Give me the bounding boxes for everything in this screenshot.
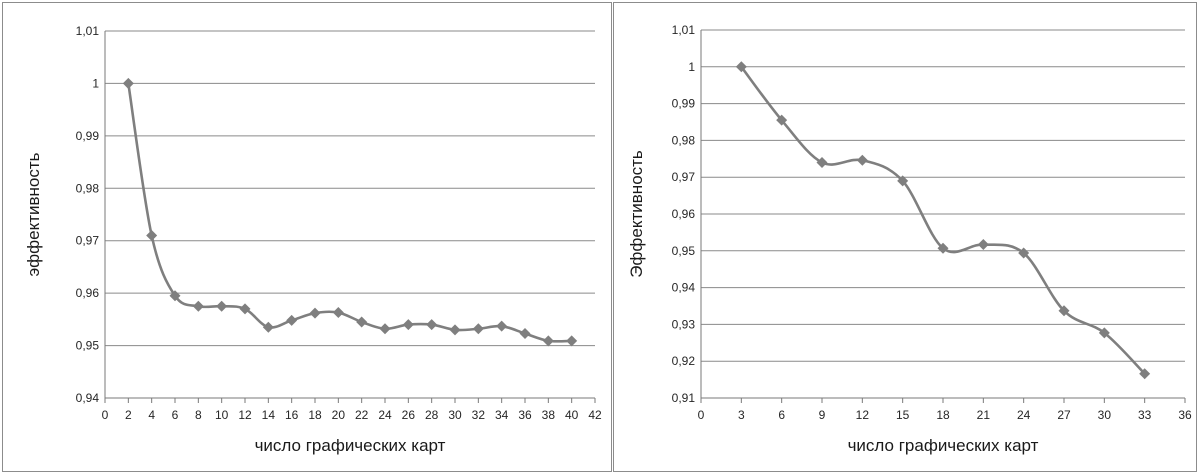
data-point-marker	[332, 307, 344, 319]
y-tick-label: 0,96	[76, 286, 100, 300]
x-tick-label: 36	[1178, 408, 1192, 422]
data-point-marker	[977, 239, 989, 251]
data-point-marker	[937, 242, 949, 254]
data-point-marker	[776, 114, 788, 126]
x-tick-label: 32	[472, 408, 486, 422]
data-point-marker	[449, 324, 461, 336]
y-tick-label: 1	[92, 76, 99, 90]
x-tick-label: 15	[896, 408, 910, 422]
data-point-marker	[542, 335, 554, 347]
x-tick-label: 0	[102, 408, 109, 422]
data-point-marker	[1018, 247, 1030, 259]
data-point-marker	[816, 156, 828, 168]
x-tick-label: 33	[1138, 408, 1152, 422]
data-point-marker	[897, 175, 909, 187]
x-tick-label: 36	[518, 408, 532, 422]
data-point-marker	[472, 323, 484, 335]
x-tick-label: 24	[378, 408, 392, 422]
x-tick-label: 0	[698, 408, 705, 422]
data-point-marker	[496, 320, 508, 332]
x-tick-label: 12	[856, 408, 870, 422]
x-tick-label: 42	[588, 408, 602, 422]
data-point-marker	[519, 328, 531, 340]
chart-panel-right: 0,91 0,92 0,93 0,94 0,95 0,96 0,97 0,98 0,99 1 1,0…	[613, 2, 1197, 472]
x-tick-label: 24	[1017, 408, 1031, 422]
y-tick-label: 0,94	[76, 391, 100, 405]
y-tick-label: 0,92	[672, 354, 696, 368]
data-point-marker	[239, 303, 251, 315]
data-point-marker	[1058, 305, 1070, 317]
y-tick-label: 0,98	[76, 181, 100, 195]
y-tick-label: 0,95	[76, 339, 100, 353]
y-axis-title: эффективность	[24, 152, 43, 276]
data-point-marker	[216, 300, 228, 312]
x-tick-label: 6	[778, 408, 785, 422]
chart-right: 0,91 0,92 0,93 0,94 0,95 0,96 0,97 0,98 0,99 1 1,0…	[627, 23, 1192, 455]
x-tick-label: 8	[195, 408, 202, 422]
x-tick-label: 34	[495, 408, 509, 422]
x-tick-label: 30	[1098, 408, 1112, 422]
y-tick-label: 0,95	[672, 244, 696, 258]
data-point-marker	[566, 335, 578, 347]
series-line	[127, 83, 572, 343]
data-point-marker	[1139, 368, 1151, 380]
data-point-marker	[856, 154, 868, 166]
data-point-marker	[192, 300, 204, 312]
x-tick-label: 18	[936, 408, 950, 422]
chart-panel-left: 0,94 0,95 0,96 0,97 0,98 0,99 1 1,01 0 2 4 6 8 10 12 14…	[2, 2, 612, 472]
x-tick-label: 6	[172, 408, 179, 422]
y-tick-label: 0,91	[672, 391, 696, 405]
x-axis-title: число графических карт	[255, 436, 446, 455]
x-tick-label: 16	[285, 408, 299, 422]
x-tick-label: 10	[215, 408, 229, 422]
x-tick-label: 4	[148, 408, 155, 422]
data-point-marker	[309, 307, 321, 319]
data-point-marker	[262, 321, 274, 333]
y-tick-label: 0,96	[672, 207, 696, 221]
x-tick-label: 18	[308, 408, 322, 422]
y-tick-label: 0,94	[672, 281, 696, 295]
y-tick-label: 0,97	[672, 170, 696, 184]
x-tick-label: 22	[355, 408, 369, 422]
y-tick-label: 1	[688, 60, 695, 74]
series-line	[740, 66, 1146, 375]
y-tick-label: 0,99	[672, 97, 696, 111]
x-tick-label: 20	[332, 408, 346, 422]
data-point-marker	[286, 314, 298, 326]
x-axis-title: число графических карт	[848, 436, 1039, 455]
y-tick-label: 1,01	[672, 23, 696, 37]
y-tick-label: 0,93	[672, 317, 696, 331]
x-tick-label: 40	[565, 408, 579, 422]
y-tick-label: 0,99	[76, 129, 100, 143]
data-point-marker	[122, 77, 134, 89]
x-tick-label: 26	[402, 408, 416, 422]
x-tick-label: 27	[1057, 408, 1071, 422]
x-tick-label: 28	[425, 408, 439, 422]
x-tick-label: 21	[977, 408, 991, 422]
data-point-marker	[1098, 327, 1110, 339]
data-point-marker	[379, 323, 391, 335]
x-tick-label: 2	[125, 408, 132, 422]
data-point-marker	[169, 290, 181, 302]
data-point-marker	[426, 319, 438, 331]
y-tick-label: 1,01	[76, 24, 100, 38]
data-point-marker	[735, 61, 747, 73]
x-tick-label: 30	[448, 408, 462, 422]
y-axis-title: Эффективность	[627, 150, 646, 278]
x-tick-label: 3	[738, 408, 745, 422]
x-tick-label: 9	[819, 408, 826, 422]
y-tick-label: 0,97	[76, 234, 100, 248]
x-tick-label: 14	[262, 408, 276, 422]
data-point-marker	[146, 229, 158, 241]
data-point-marker	[402, 319, 414, 331]
y-tick-label: 0,98	[672, 133, 696, 147]
x-tick-label: 12	[238, 408, 252, 422]
data-point-marker	[356, 316, 368, 328]
x-tick-label: 38	[542, 408, 556, 422]
